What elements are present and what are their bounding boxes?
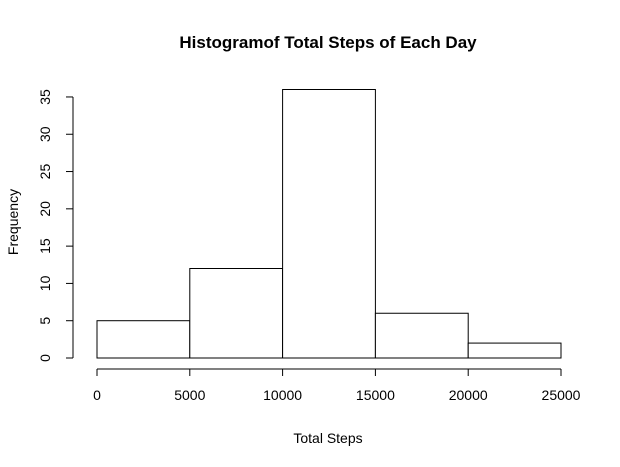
- histogram-bar-2: [282, 89, 376, 359]
- y-tick-label-2: 10: [37, 275, 53, 291]
- y-tick-label-0: 0: [37, 354, 53, 362]
- x-tick-label-0: 0: [93, 387, 101, 403]
- x-tick-label-4: 20000: [449, 387, 488, 403]
- y-tick-label-5: 25: [37, 164, 53, 180]
- y-axis-label: Frequency: [5, 189, 21, 255]
- x-axis-label: Total Steps: [293, 430, 362, 446]
- x-tick-label-2: 10000: [263, 387, 302, 403]
- histogram-bar-0: [96, 320, 191, 359]
- x-tick-label-5: 25000: [542, 387, 581, 403]
- histogram-bar-1: [189, 268, 284, 359]
- chart-title: Histogramof Total Steps of Each Day: [179, 33, 477, 52]
- x-tick-label-1: 5000: [174, 387, 205, 403]
- histogram-bar-4: [467, 342, 562, 359]
- y-axis: 0 5 10 15 20 25 30 35: [37, 89, 74, 362]
- y-tick-label-6: 30: [37, 126, 53, 142]
- y-tick-label-3: 15: [37, 238, 53, 254]
- y-tick-label-4: 20: [37, 201, 53, 217]
- x-axis: 0 5000 10000 15000 20000 25000: [93, 368, 581, 403]
- histogram-bars: [96, 89, 562, 359]
- y-tick-label-7: 35: [37, 89, 53, 105]
- histogram-bar-3: [374, 312, 469, 359]
- x-tick-label-3: 15000: [356, 387, 395, 403]
- y-tick-label-1: 5: [37, 317, 53, 325]
